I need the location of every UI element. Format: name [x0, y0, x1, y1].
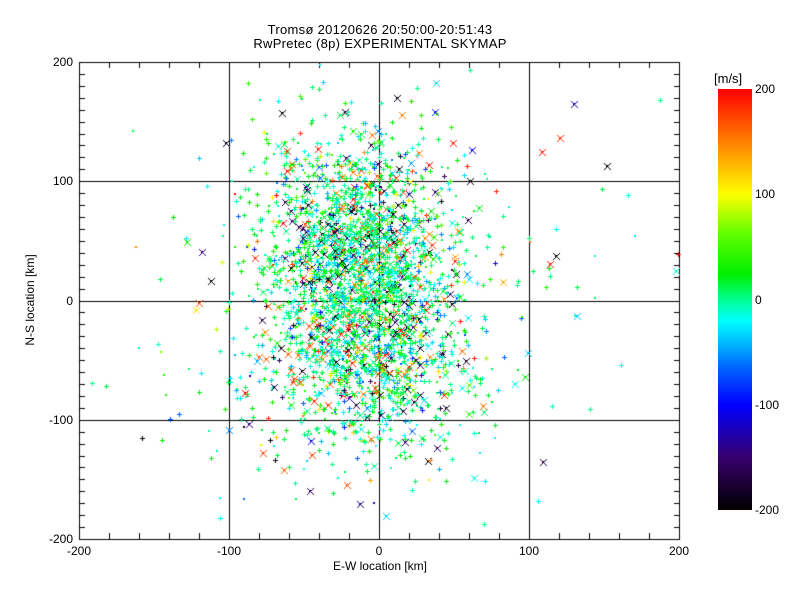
colorbar-tick-label: -200: [755, 503, 780, 517]
colorbar-tick-label: 200: [755, 82, 776, 96]
y-tick-label: -100: [48, 412, 73, 427]
y-tick-label: 200: [52, 55, 73, 69]
colorbar-unit-label: [m/s]: [714, 71, 743, 86]
x-tick-label: -100: [216, 544, 242, 558]
x-tick-label: 200: [668, 544, 690, 558]
y-tick-label: -200: [48, 532, 73, 546]
colorbar-tick-label: -100: [755, 397, 780, 412]
colorbar-tick-label: 100: [755, 187, 776, 202]
y-axis-title: N-S location [km]: [23, 254, 37, 346]
x-tick-label: -200: [66, 544, 92, 558]
colorbar-tick-label: 0: [755, 292, 762, 307]
y-tick-label: 100: [52, 174, 73, 189]
colorbar-gradient: [718, 89, 752, 510]
x-axis-title: E-W location [km]: [332, 559, 428, 573]
x-tick-label: 100: [518, 544, 540, 558]
x-tick-label: 0: [375, 544, 383, 558]
y-tick-label: 0: [66, 293, 73, 308]
